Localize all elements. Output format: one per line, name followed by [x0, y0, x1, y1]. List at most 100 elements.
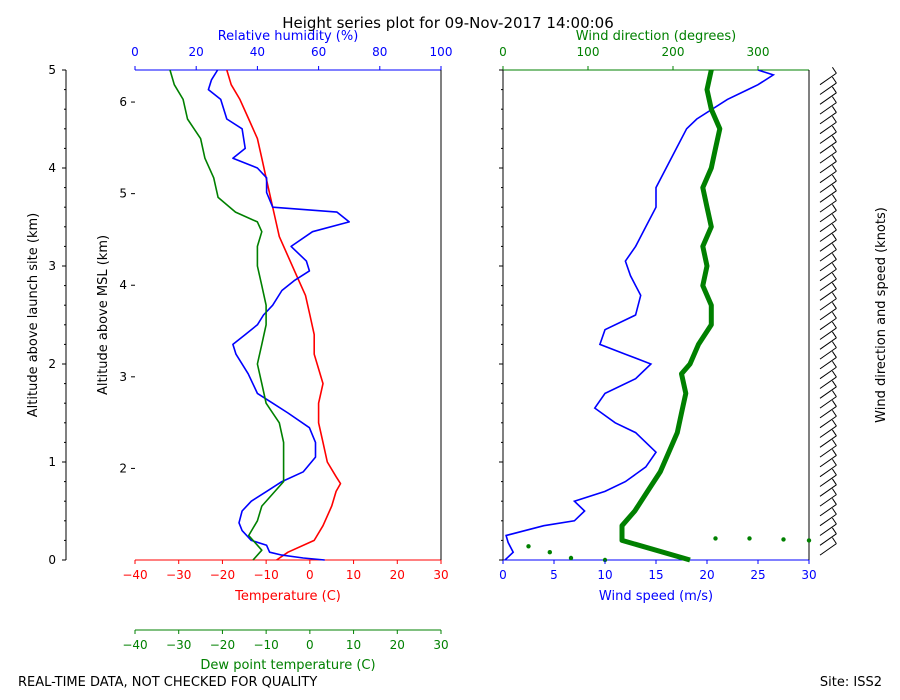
wind-barb-shaft	[819, 82, 837, 95]
wind-direction-dot	[781, 537, 786, 542]
wind-barb-flag	[831, 390, 837, 397]
dewpoint-tick-label: 0	[306, 638, 314, 652]
wind-barb-flag	[831, 115, 837, 123]
wind-barb-flag	[831, 282, 837, 290]
wind-barb-shaft	[819, 278, 837, 291]
wind-barb-shaft	[819, 131, 837, 144]
wind-barb-shaft	[819, 268, 837, 282]
wind-barb-flag	[831, 429, 837, 437]
wind-barb-shaft	[819, 102, 837, 115]
humidity-tick-label: 20	[189, 45, 204, 59]
wind-barb-shaft	[819, 298, 837, 311]
site-label: Site: ISS2	[820, 675, 882, 690]
wind-barb-flag	[831, 458, 837, 466]
wind-barb-flag	[831, 213, 837, 221]
agl-axis-label: Altitude above launch site (km)	[26, 213, 41, 417]
wind-barb-shaft	[819, 513, 837, 527]
wind-speed-tick-label: 5	[550, 568, 558, 582]
humidity-tick-label: 100	[430, 45, 453, 59]
wind-barb-shaft	[819, 72, 837, 86]
wind-barb-flag	[831, 145, 837, 152]
wind-barb-shaft	[819, 229, 837, 242]
temperature-axis-label: Temperature (C)	[234, 589, 341, 604]
wind-barb-shaft	[819, 406, 837, 419]
wind-barb-shaft	[819, 288, 837, 301]
msl-tick-label: 4	[119, 278, 127, 292]
wind-barb-flag	[831, 125, 837, 133]
wind-direction-tick-label: 200	[662, 45, 685, 59]
wind-barb-flag	[831, 204, 837, 211]
thermo-panel: −40 −30 −20 −10 0 10 20 30−40 −30 −20 −10 0 10 20 300 2…	[26, 29, 452, 673]
wind-direction-dot	[806, 538, 812, 543]
wind-speed-line	[504, 69, 776, 561]
wind-barb-flag	[831, 370, 837, 378]
chart-title: Height series plot for 09-Nov-2017 14:00…	[282, 14, 614, 32]
thermo-series	[169, 69, 350, 561]
wind-barb-flag	[831, 341, 837, 348]
humidity-tick-label: 0	[131, 45, 139, 59]
wind-barb-shaft	[819, 259, 837, 272]
wind-barb-flag	[831, 86, 837, 94]
wind-barbs	[819, 66, 837, 556]
temperature-tick-label: −10	[253, 568, 278, 582]
wind-barb-shaft	[819, 170, 837, 184]
wind-barb-flag	[831, 360, 837, 368]
humidity-tick-label: 80	[372, 45, 387, 59]
agl-tick-label: 1	[48, 455, 56, 469]
wind-barb-flag	[831, 223, 837, 231]
wind-barb-shaft	[819, 435, 837, 448]
wind-barb-shaft	[819, 366, 837, 380]
agl-tick-label: 3	[48, 259, 56, 273]
wind-ticks: 0 5 10 15 20 25 300 100 200 300	[499, 45, 817, 582]
wind-speed-axis-label: Wind speed (m/s)	[599, 589, 713, 604]
temperature-tick-label: 30	[433, 568, 448, 582]
series-dewpoint	[169, 69, 285, 561]
temperature-tick-label: 20	[390, 568, 405, 582]
wind-direction-dot	[747, 536, 752, 541]
wind-barb-shaft	[819, 396, 837, 409]
wind-panel: 0 5 10 15 20 25 300 100 200 300 Wind direction (d…	[499, 29, 889, 604]
wind-direction-tick-label: 0	[499, 45, 507, 59]
wind-barb-shaft	[819, 151, 837, 164]
wind-barb-flag	[831, 194, 837, 201]
wind-frame	[502, 69, 810, 561]
series-humidity	[207, 69, 350, 561]
humidity-axis-label: Relative humidity (%)	[218, 29, 359, 44]
wind-speed-tick-label: 20	[699, 568, 714, 582]
agl-tick-label: 2	[48, 357, 56, 371]
wind-barb-flag	[831, 468, 837, 476]
wind-speed-tick-label: 15	[648, 568, 663, 582]
dewpoint-tick-label: −10	[253, 638, 278, 652]
temperature-tick-label: −20	[210, 568, 235, 582]
wind-barb-shaft	[819, 337, 837, 350]
wind-barb-flag	[831, 76, 837, 84]
wind-barb-shaft	[819, 504, 837, 517]
wind-barb-shaft	[819, 180, 837, 193]
msl-tick-label: 3	[119, 370, 127, 384]
wind-barb-shaft	[819, 523, 837, 536]
dewpoint-tick-label: −40	[122, 638, 147, 652]
wind-barb-shaft	[819, 533, 837, 546]
wind-direction-dot	[713, 536, 718, 541]
quality-disclaimer: REAL-TIME DATA, NOT CHECKED FOR QUALITY	[18, 675, 317, 690]
wind-barb-flag	[831, 96, 837, 103]
wind-barb-shaft	[819, 190, 837, 203]
wind-barb-shaft	[819, 484, 837, 497]
wind-barb-flag	[831, 478, 837, 486]
wind-direction-line	[619, 69, 723, 563]
wind-barb-flag	[831, 439, 837, 446]
wind-barb-flag	[831, 517, 837, 525]
msl-tick-label: 6	[119, 95, 127, 109]
wind-direction-dot	[568, 555, 574, 561]
dewpoint-tick-label: −30	[166, 638, 191, 652]
wind-barb-flag	[831, 106, 837, 113]
wind-barb-flag	[831, 164, 837, 172]
temperature-tick-label: 10	[346, 568, 361, 582]
series-temperature	[226, 69, 342, 561]
wind-barb-flag	[831, 311, 837, 319]
wind-barb-shaft	[819, 455, 837, 468]
wind-barb-shaft	[819, 308, 837, 321]
wind-barb-shaft	[819, 121, 837, 135]
wind-barb-flag	[831, 233, 837, 241]
